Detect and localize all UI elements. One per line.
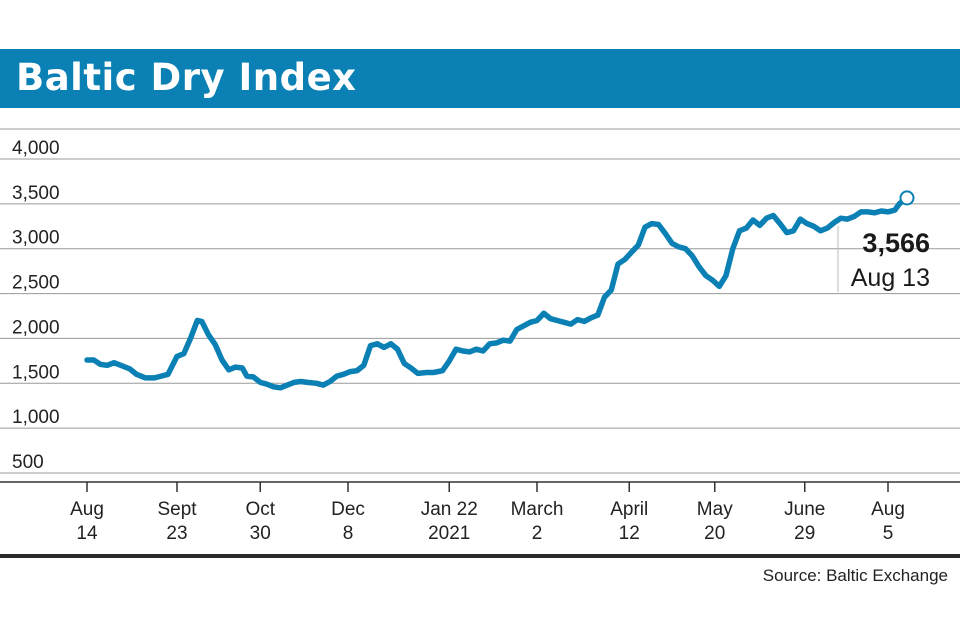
bottom-rule (0, 554, 960, 558)
x-tick-sublabel: 2 (532, 523, 543, 544)
x-tick-label: May (697, 499, 733, 520)
x-tick-sublabel: 14 (76, 523, 98, 544)
annotation-date: Aug 13 (851, 264, 930, 292)
y-tick-label: 1,500 (12, 362, 60, 383)
x-tick-label: Jan 22 (421, 499, 478, 520)
chart-title: Baltic Dry Index (16, 56, 357, 99)
y-tick-label: 3,000 (12, 228, 60, 249)
x-tick-label: June (784, 499, 825, 520)
x-tick-label: April (610, 499, 648, 520)
y-tick-label: 2,000 (12, 317, 60, 338)
x-tick-label: Oct (245, 499, 275, 520)
series-line (84, 195, 909, 391)
line-chart: 500 1,000 1,500 2,000 2,500 3,000 3,500 4,000 A… (0, 128, 960, 558)
x-tick-sublabel: 2021 (428, 523, 470, 544)
x-tick-label: Aug (871, 499, 905, 520)
x-tick-label: Sept (157, 499, 197, 520)
source-note: Source: Baltic Exchange (762, 566, 948, 585)
x-tick-label: Aug (70, 499, 104, 520)
x-tick-sublabel: 8 (343, 523, 354, 544)
header-bar: Baltic Dry Index (0, 49, 960, 108)
endpoint-marker (899, 190, 915, 206)
x-tick-sublabel: 20 (704, 523, 725, 544)
x-tick-sublabel: 30 (250, 523, 271, 544)
y-tick-label: 500 (12, 452, 44, 473)
annotation-value: 3,566 (862, 228, 930, 258)
x-tick-label: Dec (331, 499, 365, 520)
x-tick-sublabel: 23 (166, 523, 187, 544)
x-tick-label: March (511, 499, 564, 520)
x-tick-sublabel: 29 (794, 523, 815, 544)
y-tick-label: 1,000 (12, 407, 60, 428)
x-tick-sublabel: 12 (619, 523, 640, 544)
x-tick-sublabel: 5 (883, 523, 894, 544)
y-tick-label: 4,000 (12, 138, 60, 159)
y-tick-label: 3,500 (12, 183, 60, 204)
y-tick-label: 2,500 (12, 273, 60, 294)
